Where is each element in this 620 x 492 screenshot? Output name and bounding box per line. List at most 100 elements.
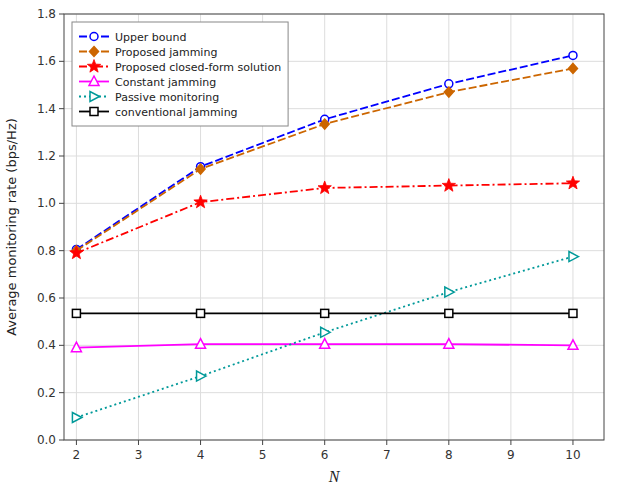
tick-x — [138, 440, 139, 445]
grid — [64, 14, 604, 440]
tick-y — [59, 345, 64, 346]
tick-x — [324, 440, 325, 445]
tick-x — [262, 440, 263, 445]
series — [72, 309, 577, 317]
legend: Upper bound Proposed jamming Proposed clos… — [72, 22, 288, 126]
tick-label-x: 5 — [259, 448, 267, 462]
point-marker — [197, 371, 207, 381]
tick-label-x: 8 — [445, 448, 453, 462]
series — [71, 339, 578, 352]
tick-x — [572, 440, 573, 445]
tick-y — [59, 61, 64, 62]
tick-label-x: 9 — [507, 448, 515, 462]
tick-x — [510, 440, 511, 445]
tick-label-x: 10 — [565, 448, 580, 462]
point-marker — [320, 119, 329, 129]
tick-label-y: 1.8 — [37, 7, 56, 21]
point-marker — [197, 309, 205, 317]
tick-label-x: 7 — [383, 448, 391, 462]
legend-label: Passive monitoring — [115, 91, 219, 104]
tick-y — [59, 392, 64, 393]
series — [70, 176, 580, 258]
legend-label: Proposed jamming — [115, 46, 217, 59]
tick-x — [386, 440, 387, 445]
series-line — [76, 183, 573, 253]
legend-marker — [90, 33, 98, 41]
y-axis-label: Average monitoring rate (bps/Hz) — [4, 118, 19, 336]
plot-frame — [64, 14, 604, 440]
tick-label-y: 1.0 — [37, 196, 56, 210]
tick-label-y: 1.2 — [37, 149, 56, 163]
point-marker — [70, 246, 83, 259]
point-marker — [320, 339, 330, 349]
grid-line-x — [324, 14, 325, 440]
point-marker — [445, 309, 453, 317]
tick-y — [59, 203, 64, 204]
tick-label-x: 3 — [135, 448, 143, 462]
series-line — [76, 257, 573, 418]
tick-x — [200, 440, 201, 445]
point-marker — [569, 252, 579, 262]
point-marker — [569, 51, 577, 59]
tick-label-y: 0.2 — [37, 386, 56, 400]
tick-y — [59, 440, 64, 441]
tick-y — [59, 298, 64, 299]
point-marker — [72, 413, 82, 423]
point-marker — [568, 340, 578, 350]
point-marker — [568, 63, 577, 73]
tick-y — [59, 156, 64, 157]
point-marker — [569, 309, 577, 317]
axes: 2 3 4 5 6 7 8 9 10 0.0 0.2 0.4 0.6 0.8 1.0 1.2 1.4 1.6 1.8 — [37, 7, 604, 462]
point-marker — [318, 181, 331, 194]
point-marker — [442, 179, 455, 192]
legend-label: conventional jamming — [115, 106, 238, 119]
grid-line-y — [64, 250, 604, 251]
legend-label: Constant jamming — [115, 76, 216, 89]
grid-line-x — [510, 14, 511, 440]
grid-line-x — [572, 14, 573, 440]
legend-marker — [90, 108, 98, 116]
tick-x — [76, 440, 77, 445]
grid-line-y — [64, 156, 604, 157]
tick-label-x: 2 — [73, 448, 81, 462]
tick-y — [59, 14, 64, 15]
tick-y — [59, 108, 64, 109]
series — [72, 63, 578, 255]
series — [72, 51, 577, 253]
legend-marker — [90, 47, 99, 57]
legend-label: Proposed closed-form solution — [115, 61, 281, 74]
tick-label-y: 0.8 — [37, 244, 56, 258]
point-marker — [71, 342, 81, 352]
point-marker — [444, 339, 454, 349]
tick-label-y: 1.6 — [37, 54, 56, 68]
tick-y — [59, 250, 64, 251]
series-line — [76, 55, 573, 249]
point-marker — [321, 309, 329, 317]
point-marker — [196, 164, 205, 174]
series — [72, 252, 578, 423]
tick-label-y: 0.4 — [37, 338, 56, 352]
grid-line-y — [64, 298, 604, 299]
tick-label-y: 1.4 — [37, 102, 56, 116]
tick-label-x: 6 — [321, 448, 329, 462]
point-marker — [566, 176, 579, 189]
point-marker — [445, 287, 455, 297]
legend-marker — [90, 92, 100, 102]
tick-label-x: 4 — [197, 448, 205, 462]
chart: 2 3 4 5 6 7 8 9 10 0.0 0.2 0.4 0.6 0.8 1.0 1.2 1.4 1.6 1.8… — [0, 0, 620, 492]
x-axis-label: N — [328, 468, 341, 485]
point-marker — [321, 327, 331, 337]
tick-x — [448, 440, 449, 445]
point-marker — [444, 87, 453, 97]
point-marker — [196, 339, 206, 349]
grid-line-x — [386, 14, 387, 440]
point-marker — [194, 195, 207, 208]
background — [0, 0, 620, 492]
tick-label-y: 0.6 — [37, 291, 56, 305]
legend-label: Upper bound — [115, 31, 186, 44]
legend-box — [72, 22, 288, 126]
series-group — [70, 51, 580, 422]
grid-line-y — [64, 392, 604, 393]
legend-marker — [89, 76, 99, 86]
tick-label-y: 0.0 — [37, 433, 56, 447]
